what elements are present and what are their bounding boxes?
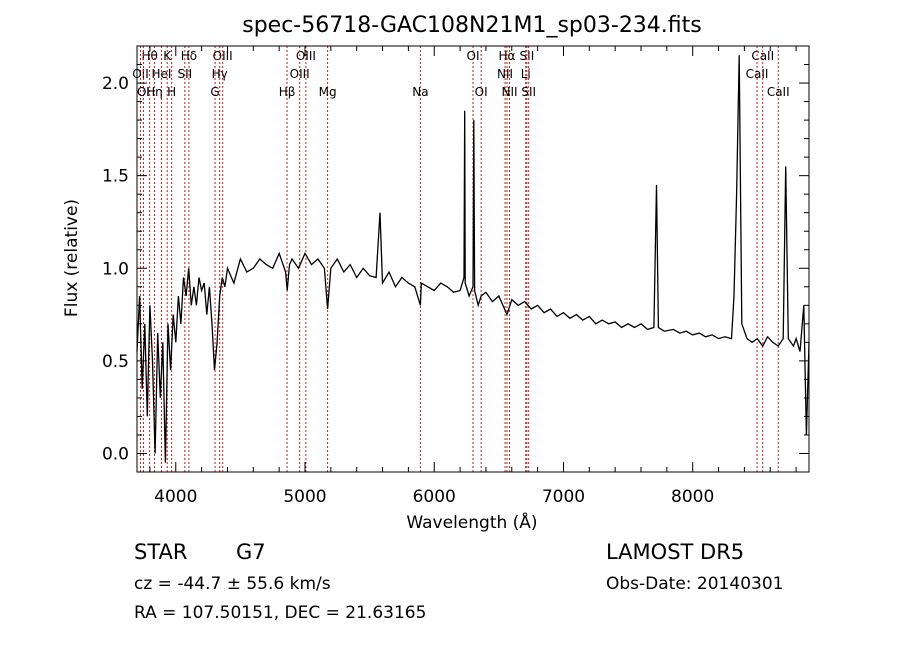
marker-label-7: SII — [520, 49, 535, 63]
y-tick-label-2: 1.0 — [102, 259, 129, 279]
observation-date: Obs-Date: 20140301 — [606, 574, 784, 594]
spectral-line-markers: Hθ K Hδ OIII OIII OI Hα SII CaII OII HeI SII Hγ OIII N… — [132, 46, 790, 472]
marker-label-12: Hγ — [212, 67, 228, 81]
x-tick-label-3: 7000 — [542, 487, 585, 507]
marker-label-14: NII — [497, 67, 513, 81]
y-tick-label-3: 1.5 — [102, 167, 129, 187]
marker-label-22: Mg — [319, 85, 337, 99]
marker-label-1: K — [163, 49, 172, 63]
plot-axes: 4000 5000 6000 7000 8000 0.0 0.5 1.0 1.5 2.0 — [102, 45, 810, 507]
survey-name: LAMOST DR5 — [606, 540, 745, 564]
marker-label-9: OII — [132, 67, 149, 81]
marker-label-24: OI — [475, 85, 488, 99]
marker-label-16: CaII — [746, 67, 769, 81]
marker-label-19: H — [167, 85, 176, 99]
marker-label-8: CaII — [751, 49, 774, 63]
marker-label-21: Hβ — [279, 85, 296, 99]
y-tick-label-0: 0.0 — [102, 444, 129, 464]
marker-label-27: CaII — [767, 85, 790, 99]
marker-label-10: HeI — [151, 67, 171, 81]
marker-label-11: SII — [177, 67, 192, 81]
marker-label-23: Na — [412, 85, 428, 99]
spectrum-line — [136, 55, 810, 463]
y-tick-label-4: 2.0 — [102, 74, 129, 94]
chart-title: spec-56718-GAC108N21M1_sp03-234.fits — [242, 13, 702, 38]
marker-label-4: OIII — [296, 49, 316, 63]
x-tick-label-2: 6000 — [413, 487, 456, 507]
marker-label-5: OI — [467, 49, 480, 63]
marker-label-26: SII — [521, 85, 536, 99]
subclass: G7 — [236, 540, 266, 564]
x-tick-label-0: 4000 — [154, 487, 197, 507]
marker-label-17: OI — [137, 85, 150, 99]
y-tick-label-1: 0.5 — [102, 352, 129, 372]
marker-label-20: G — [210, 85, 219, 99]
marker-label-13: OIII — [290, 67, 310, 81]
x-axis-label: Wavelength (Å) — [406, 511, 537, 533]
y-axis-label: Flux (relative) — [62, 199, 82, 317]
redshift-cz: cz = -44.7 ± 55.6 km/s — [134, 574, 331, 594]
marker-label-0: Hθ — [141, 49, 157, 63]
plot-frame — [136, 45, 810, 473]
marker-label-2: Hδ — [181, 49, 197, 63]
marker-label-6: Hα — [499, 49, 516, 63]
x-tick-label-4: 8000 — [671, 487, 714, 507]
object-class: STAR — [134, 540, 188, 564]
marker-label-25: NII — [502, 85, 518, 99]
marker-label-3: OIII — [213, 49, 233, 63]
coordinates: RA = 107.50151, DEC = 21.63165 — [134, 603, 427, 623]
marker-label-18: Hη — [146, 85, 163, 99]
x-tick-label-1: 5000 — [283, 487, 326, 507]
marker-label-15: Li — [521, 67, 531, 81]
spectrum-series — [136, 55, 810, 463]
